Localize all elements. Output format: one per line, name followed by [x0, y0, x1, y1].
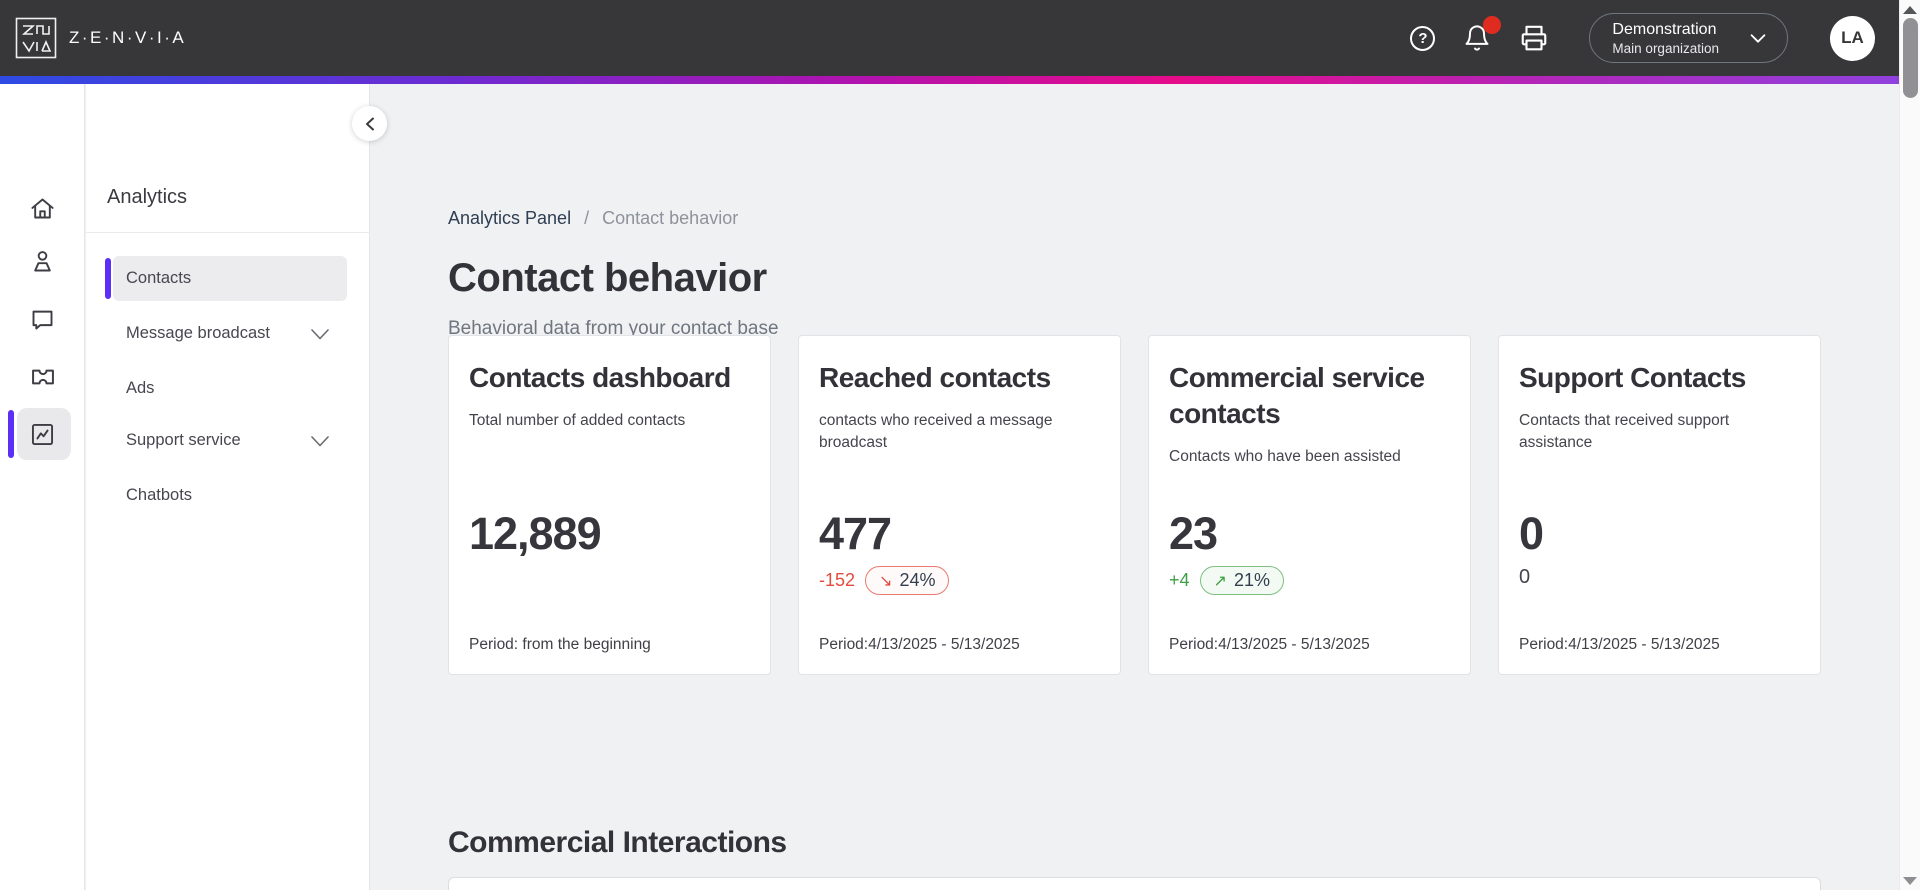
sidebar-item-support-service[interactable]: Support service: [113, 418, 347, 463]
scrollbar-thumb[interactable]: [1903, 18, 1918, 98]
rail-item-tickets[interactable]: [0, 351, 85, 403]
card-description: Contacts that received support assistanc…: [1519, 412, 1730, 451]
chevron-left-icon: [364, 117, 376, 131]
card-support-contacts: Support Contacts Contacts that received …: [1498, 335, 1821, 675]
breadcrumb-current: Contact behavior: [602, 208, 739, 228]
card-title: Commercial service contacts: [1169, 362, 1425, 429]
top-bar: Z·E·N·V·I·A ? Demonstration Main organiz…: [0, 0, 1899, 76]
icon-rail: [0, 84, 85, 890]
delta-value: +4: [1169, 570, 1190, 590]
rail-item-analytics[interactable]: [0, 408, 85, 460]
sidebar-item-label: Ads: [126, 379, 155, 397]
card-period: Period: from the beginning: [469, 636, 651, 653]
sidebar-title: Analytics: [107, 186, 188, 208]
breadcrumb-analytics-panel[interactable]: Analytics Panel: [448, 208, 572, 228]
scrollbar-down-arrow[interactable]: [1903, 877, 1917, 885]
delta-value: 0: [1519, 566, 1531, 588]
card-period: Period:4/13/2025 - 5/13/2025: [819, 636, 1020, 653]
card-value: 0: [1519, 508, 1544, 559]
chevron-down-icon: [1747, 27, 1769, 49]
rail-item-contacts[interactable]: [0, 235, 85, 287]
sidebar-item-label: Message broadcast: [126, 324, 270, 342]
card-contacts-dashboard: Contacts dashboard Total number of added…: [448, 335, 771, 675]
sidebar-item-label: Support service: [126, 431, 241, 449]
rail-item-conversations[interactable]: [0, 293, 85, 345]
card-period: Period:4/13/2025 - 5/13/2025: [1519, 636, 1720, 653]
card-value: 12,889: [469, 508, 602, 559]
card-title: Support Contacts: [1519, 362, 1746, 393]
printer-icon[interactable]: [1519, 23, 1549, 53]
card-description: Total number of added contacts: [469, 412, 686, 429]
commercial-interactions-card: [448, 877, 1821, 890]
chat-bubble-icon: [29, 306, 56, 333]
card-title: Reached contacts: [819, 362, 1051, 393]
zenvia-logo-icon: [15, 17, 57, 59]
delta-percent: 24%: [899, 570, 936, 590]
trend-down-icon: ↘: [879, 572, 893, 590]
home-icon: [29, 195, 56, 222]
vertical-scrollbar[interactable]: [1899, 0, 1920, 890]
sidebar-item-label: Contacts: [126, 269, 192, 287]
chevron-down-icon: [311, 328, 329, 340]
brand-gradient-bar: [0, 76, 1899, 84]
card-value: 23: [1169, 508, 1218, 559]
card-commercial-service-contacts: Commercial service contacts Contacts who…: [1148, 335, 1471, 675]
card-delta-row: -152 ↘ 24%: [819, 566, 950, 595]
breadcrumb: Analytics Panel / Contact behavior: [448, 208, 738, 229]
rail-active-indicator: [8, 410, 14, 458]
sidebar-item-label: Chatbots: [126, 486, 193, 504]
sidebar-divider: [86, 232, 370, 233]
trend-badge: ↘ 24%: [865, 566, 950, 595]
active-item-indicator: [105, 258, 111, 299]
ticket-icon: [29, 363, 57, 391]
main-content: Analytics Panel / Contact behavior Conta…: [371, 84, 1899, 890]
scrollbar-up-arrow[interactable]: [1903, 6, 1917, 14]
user-avatar[interactable]: LA: [1830, 15, 1875, 61]
help-icon[interactable]: ?: [1410, 25, 1436, 51]
sidebar-item-message-broadcast[interactable]: Message broadcast: [113, 311, 347, 356]
notifications-bell-icon[interactable]: [1463, 16, 1502, 52]
card-description: Contacts who have been assisted: [1169, 448, 1401, 465]
breadcrumb-separator: /: [584, 208, 590, 228]
analytics-sidebar: Analytics Contacts Message broadcast Ads…: [86, 84, 370, 890]
rail-item-home[interactable]: [0, 182, 85, 234]
sidebar-collapse-button[interactable]: [352, 106, 387, 141]
sidebar-item-chatbots[interactable]: Chatbots: [113, 473, 347, 518]
delta-value: -152: [819, 570, 856, 590]
notification-badge-dot: [1483, 16, 1502, 34]
card-delta-row: 0: [1519, 566, 1530, 589]
page-subtitle: Behavioral data from your contact base: [448, 318, 779, 339]
sidebar-item-contacts[interactable]: Contacts: [105, 256, 347, 301]
kpi-cards-row: Contacts dashboard Total number of added…: [448, 335, 1828, 675]
analytics-chart-icon: [29, 421, 56, 448]
section-title-commercial-interactions: Commercial Interactions: [448, 826, 787, 859]
card-reached-contacts: Reached contacts contacts who received a…: [798, 335, 1121, 675]
trend-badge: ↗ 21%: [1199, 566, 1284, 595]
brand: Z·E·N·V·I·A: [15, 17, 186, 59]
card-value: 477: [819, 508, 892, 559]
card-description: contacts who received a message broadcas…: [819, 412, 1053, 451]
card-delta-row: +4 ↗ 21%: [1169, 566, 1284, 595]
sidebar-item-ads[interactable]: Ads: [113, 366, 347, 411]
chevron-down-icon: [311, 435, 329, 447]
organization-name: Demonstration: [1612, 20, 1717, 38]
person-icon: [29, 248, 56, 275]
organization-subtitle: Main organization: [1612, 40, 1719, 56]
trend-up-icon: ↗: [1213, 572, 1227, 590]
card-period: Period:4/13/2025 - 5/13/2025: [1169, 636, 1370, 653]
card-title: Contacts dashboard: [469, 362, 731, 393]
delta-percent: 21%: [1233, 570, 1270, 590]
page-title: Contact behavior: [448, 256, 767, 300]
organization-selector[interactable]: Demonstration Main organization: [1589, 13, 1788, 63]
brand-name: Z·E·N·V·I·A: [69, 28, 187, 47]
